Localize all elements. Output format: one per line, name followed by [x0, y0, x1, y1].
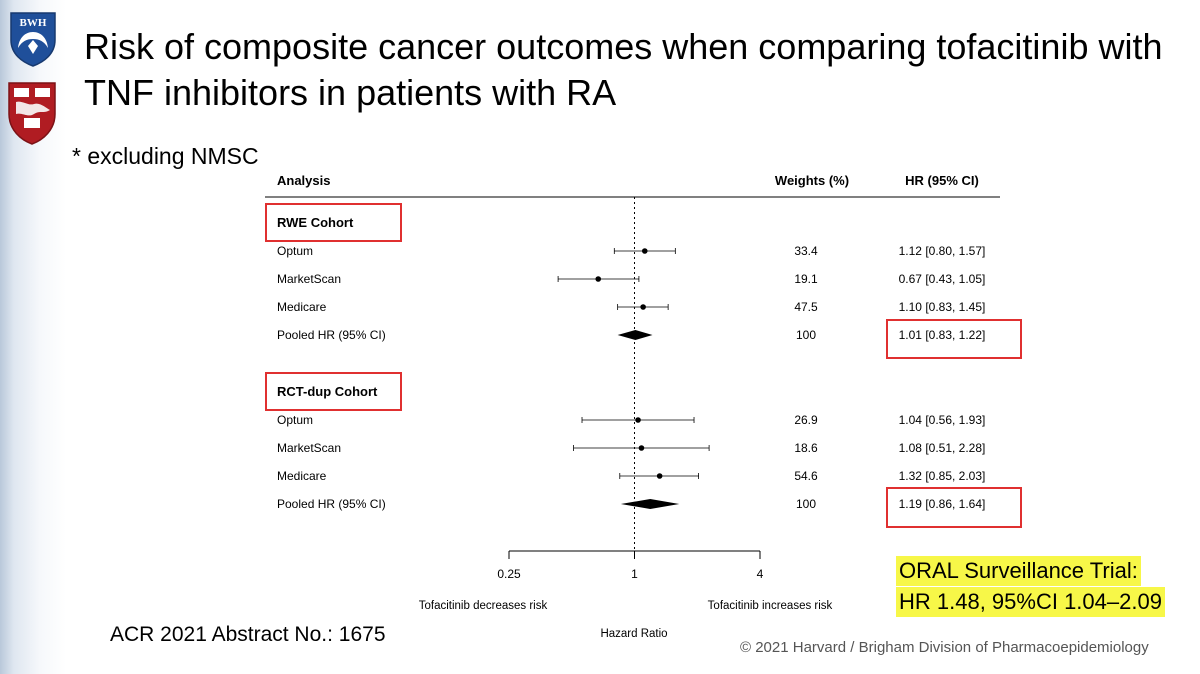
x-left-annotation: Tofacitinib decreases risk [419, 600, 548, 612]
point-estimate [656, 473, 663, 479]
row-label: MarketScan [277, 441, 341, 455]
weight-value: 33.4 [794, 244, 818, 258]
weight-value: 26.9 [794, 413, 818, 427]
row-label: Optum [277, 413, 313, 427]
slide-subtitle: * excluding NMSC [72, 143, 259, 169]
hr-ci-text: 1.04 [0.56, 1.93] [899, 413, 986, 427]
x-axis-label: Hazard Ratio [600, 628, 667, 640]
hr-ci-text: 0.67 [0.43, 1.05] [899, 272, 986, 286]
callout-line-1: ORAL Surveillance Trial: [896, 556, 1141, 586]
pooled-hr-ci-text: 1.19 [0.86, 1.64] [899, 497, 986, 511]
pooled-hr-ci-text: 1.01 [0.83, 1.22] [899, 328, 986, 342]
group-label-rwe: RWE Cohort [277, 215, 354, 230]
group-label-rct: RCT-dup Cohort [277, 384, 378, 399]
row-label: MarketScan [277, 272, 341, 286]
pooled-weight-value: 100 [796, 497, 816, 511]
rwe-pooled-highlight-box [886, 319, 1022, 359]
weight-value: 19.1 [794, 272, 818, 286]
header-weights: Weights (%) [775, 173, 849, 188]
hr-ci-text: 1.12 [0.80, 1.57] [899, 244, 986, 258]
pooled-weight-value: 100 [796, 328, 816, 342]
point-estimate [635, 417, 641, 423]
x-tick-label: 4 [757, 567, 764, 581]
pooled-label: Pooled HR (95% CI) [277, 497, 386, 511]
rwe-cohort-highlight-box [265, 203, 402, 242]
header-analysis: Analysis [277, 173, 330, 188]
pooled-diamond [620, 499, 680, 509]
bwh-logo-text: BWH [20, 17, 47, 29]
copyright-text: © 2021 Harvard / Brigham Division of Pha… [740, 639, 1149, 656]
point-estimate [595, 276, 602, 282]
bwh-shield-logo: BWH [10, 12, 56, 67]
hr-ci-text: 1.32 [0.85, 2.03] [899, 469, 986, 483]
x-axis-ticks: 0.25 1 4 [497, 551, 764, 581]
row-label: Medicare [277, 469, 327, 483]
hr-ci-text: 1.10 [0.83, 1.45] [899, 300, 986, 314]
weight-value: 54.6 [794, 469, 818, 483]
rct-cohort-highlight-box [265, 372, 402, 411]
x-tick-label: 1 [631, 567, 638, 581]
x-right-annotation: Tofacitinib increases risk [708, 600, 833, 612]
point-estimate [638, 445, 645, 451]
weight-value: 18.6 [794, 441, 818, 455]
slide-title: Risk of composite cancer outcomes when c… [84, 26, 1163, 113]
hr-ci-text: 1.08 [0.51, 2.28] [899, 441, 986, 455]
weight-value: 47.5 [794, 300, 818, 314]
harvard-shield-logo [8, 82, 56, 145]
point-estimate [641, 248, 648, 254]
row-label: Optum [277, 244, 313, 258]
callout-line-2: HR 1.48, 95%CI 1.04–2.09 [896, 587, 1165, 617]
header-hr: HR (95% CI) [905, 173, 979, 188]
forest-rows: Optum 33.4 1.12 [0.80, 1.57] MarketScan 19.1… [277, 244, 985, 511]
pooled-label: Pooled HR (95% CI) [277, 328, 386, 342]
pooled-diamond [617, 330, 653, 340]
abstract-note: ACR 2021 Abstract No.: 1675 [110, 623, 386, 646]
x-tick-label: 0.25 [497, 567, 521, 581]
oral-surveillance-callout: ORAL Surveillance Trial: HR 1.48, 95%CI … [896, 556, 1165, 618]
point-estimate [640, 304, 646, 310]
rct-pooled-highlight-box [886, 487, 1022, 528]
row-label: Medicare [277, 300, 327, 314]
